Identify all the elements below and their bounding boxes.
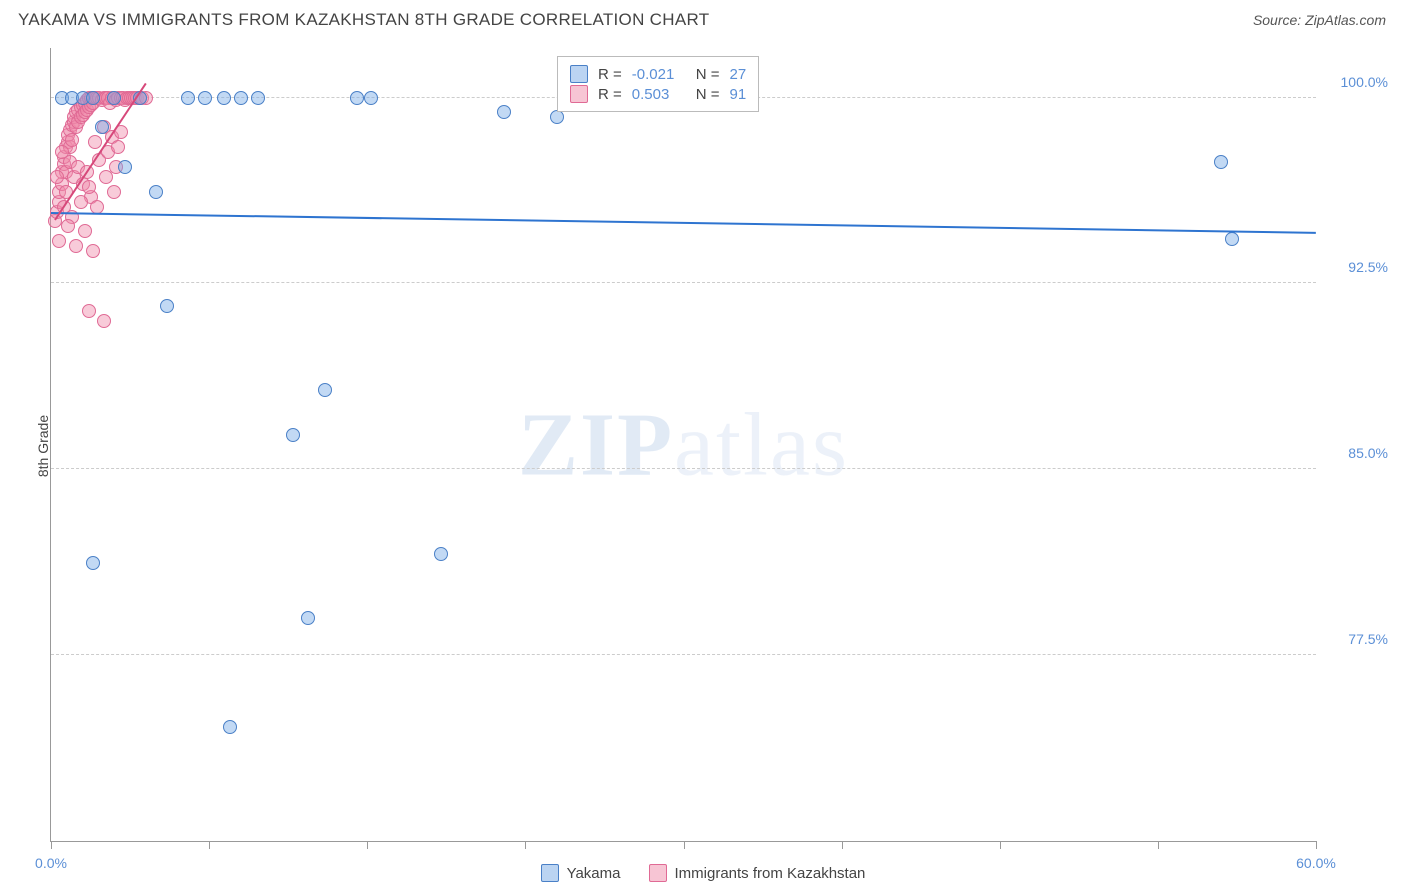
data-point <box>82 180 96 194</box>
data-point <box>181 91 195 105</box>
x-tick <box>51 841 52 849</box>
n-label: N = <box>696 66 720 83</box>
r-label: R = <box>598 86 622 103</box>
legend-swatch-pink <box>649 864 667 882</box>
watermark-bold: ZIP <box>518 395 674 494</box>
x-tick <box>1158 841 1159 849</box>
r-label: R = <box>598 66 622 83</box>
data-point <box>86 556 100 570</box>
gridline-h <box>51 468 1316 469</box>
x-tick <box>684 841 685 849</box>
data-point <box>74 195 88 209</box>
y-axis-label: 8th Grade <box>35 415 51 477</box>
data-point <box>107 91 121 105</box>
source-attribution: Source: ZipAtlas.com <box>1253 12 1386 28</box>
gridline-h <box>51 654 1316 655</box>
gridline-h <box>51 282 1316 283</box>
data-point <box>286 428 300 442</box>
r-value: -0.021 <box>632 66 686 83</box>
data-point <box>434 547 448 561</box>
y-tick-label: 92.5% <box>1328 259 1388 275</box>
data-point <box>88 135 102 149</box>
n-value: 91 <box>730 86 747 103</box>
data-point <box>160 299 174 313</box>
watermark: ZIPatlas <box>518 393 849 496</box>
x-tick <box>1000 841 1001 849</box>
data-point <box>52 234 66 248</box>
data-point <box>364 91 378 105</box>
data-point <box>301 611 315 625</box>
data-point <box>107 185 121 199</box>
n-label: N = <box>696 86 720 103</box>
data-point <box>97 314 111 328</box>
n-value: 27 <box>730 66 747 83</box>
legend-swatch-pink <box>570 85 588 103</box>
data-point <box>251 91 265 105</box>
data-point <box>318 383 332 397</box>
data-point <box>497 105 511 119</box>
data-point <box>550 110 564 124</box>
source-label: Source: <box>1253 12 1301 28</box>
header: YAKAMA VS IMMIGRANTS FROM KAZAKHSTAN 8TH… <box>0 0 1406 38</box>
legend-item-kazakhstan: Immigrants from Kazakhstan <box>649 864 866 882</box>
x-tick <box>525 841 526 849</box>
data-point <box>1214 155 1228 169</box>
legend-swatch-blue <box>541 864 559 882</box>
data-point <box>149 185 163 199</box>
data-point <box>50 170 64 184</box>
stats-legend: R = -0.021 N = 27 R = 0.503 N = 91 <box>557 56 759 112</box>
data-point <box>1225 232 1239 246</box>
data-point <box>234 91 248 105</box>
scatter-chart: ZIPatlas 77.5%85.0%92.5%100.0%0.0%60.0%R… <box>50 48 1316 842</box>
x-tick <box>842 841 843 849</box>
data-point <box>95 120 109 134</box>
x-tick <box>367 841 368 849</box>
source-value: ZipAtlas.com <box>1305 12 1386 28</box>
r-value: 0.503 <box>632 86 686 103</box>
data-point <box>61 219 75 233</box>
data-point <box>223 720 237 734</box>
data-point <box>86 91 100 105</box>
data-point <box>65 133 79 147</box>
y-tick-label: 85.0% <box>1328 445 1388 461</box>
bottom-legend: Yakama Immigrants from Kazakhstan <box>0 864 1406 882</box>
legend-item-yakama: Yakama <box>541 864 621 882</box>
legend-label: Yakama <box>567 865 621 882</box>
data-point <box>78 224 92 238</box>
y-tick-label: 100.0% <box>1328 74 1388 90</box>
legend-label: Immigrants from Kazakhstan <box>675 865 866 882</box>
x-tick <box>209 841 210 849</box>
trend-line <box>51 212 1316 234</box>
data-point <box>86 244 100 258</box>
data-point <box>198 91 212 105</box>
data-point <box>99 170 113 184</box>
y-tick-label: 77.5% <box>1328 631 1388 647</box>
stats-legend-row: R = 0.503 N = 91 <box>570 85 746 103</box>
data-point <box>350 91 364 105</box>
data-point <box>69 239 83 253</box>
stats-legend-row: R = -0.021 N = 27 <box>570 65 746 83</box>
data-point <box>90 200 104 214</box>
data-point <box>217 91 231 105</box>
data-point <box>118 160 132 174</box>
chart-title: YAKAMA VS IMMIGRANTS FROM KAZAKHSTAN 8TH… <box>18 10 709 30</box>
data-point <box>82 304 96 318</box>
legend-swatch-blue <box>570 65 588 83</box>
x-tick <box>1316 841 1317 849</box>
watermark-rest: atlas <box>674 395 849 494</box>
data-point <box>111 140 125 154</box>
